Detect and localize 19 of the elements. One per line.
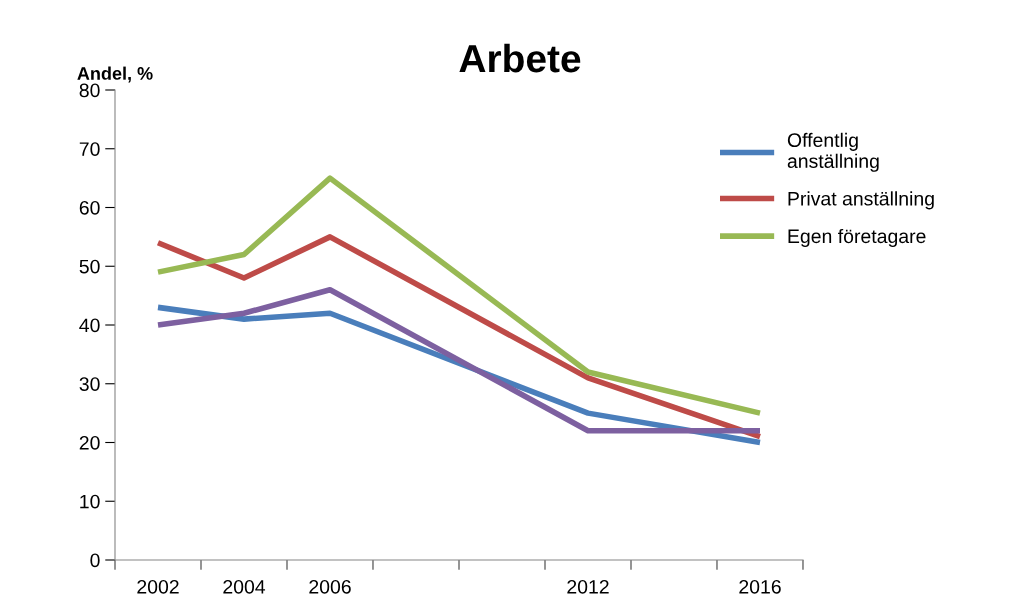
- x-tick-label: 2002: [137, 579, 179, 594]
- y-tick-label: 70: [79, 142, 100, 156]
- x-tick-label: 2006: [309, 579, 351, 594]
- y-tick-label: 30: [79, 377, 100, 391]
- y-tick-label: 60: [79, 200, 100, 215]
- chart-title: Arbete: [459, 43, 581, 73]
- y-tick-label: 10: [80, 494, 100, 509]
- x-tick-label: 2016: [739, 579, 781, 594]
- y-tick-label: 40: [79, 318, 100, 333]
- legend-label: Privat anställning: [788, 191, 934, 210]
- legend-label: Egen företagare: [788, 228, 926, 247]
- x-tick-label: 2012: [567, 579, 609, 594]
- y-tick-label: 50: [79, 259, 100, 274]
- y-tick-label: 80: [79, 83, 100, 98]
- y-tick-label: 0: [90, 553, 100, 568]
- y-tick-label: 20: [79, 435, 100, 450]
- legend-label: Offentlig anställning: [787, 132, 879, 172]
- y-axis-title: Andel, %: [77, 66, 153, 83]
- x-tick-label: 2004: [223, 579, 266, 594]
